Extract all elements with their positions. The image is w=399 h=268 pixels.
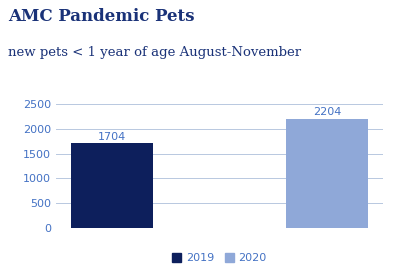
Text: 1704: 1704 xyxy=(98,132,126,142)
Text: AMC Pandemic Pets: AMC Pandemic Pets xyxy=(8,8,194,25)
Text: 2204: 2204 xyxy=(313,107,342,117)
Legend: 2019, 2020: 2019, 2020 xyxy=(168,249,271,268)
Bar xyxy=(286,119,368,228)
Bar xyxy=(71,143,153,228)
Text: new pets < 1 year of age August-November: new pets < 1 year of age August-November xyxy=(8,46,301,59)
